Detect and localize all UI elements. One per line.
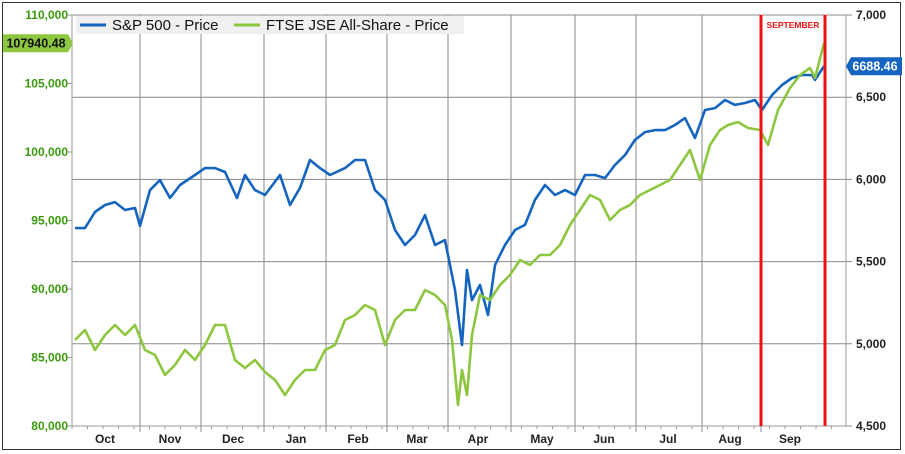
x-tick-label: Mar bbox=[406, 432, 428, 446]
left-tick-label: 105,000 bbox=[25, 77, 69, 91]
x-tick-label: Jun bbox=[593, 432, 614, 446]
x-tick-label: Feb bbox=[347, 432, 368, 446]
ftse-jse-line bbox=[74, 42, 826, 407]
left-tick-label: 95,000 bbox=[31, 214, 68, 228]
x-tick-label: Dec bbox=[222, 432, 244, 446]
left-tick-label: 90,000 bbox=[31, 282, 68, 296]
september-label: SEPTEMBER bbox=[767, 20, 820, 30]
right-tick-label: 7,000 bbox=[856, 8, 886, 22]
left-tick-label: 85,000 bbox=[31, 351, 68, 365]
legend-box bbox=[76, 16, 464, 34]
left-tick-label: 110,000 bbox=[25, 8, 68, 22]
legend-label-ftse-jse: FTSE JSE All-Share - Price bbox=[266, 17, 449, 34]
x-tick-label: Oct bbox=[95, 432, 115, 446]
right-tick-label: 5,500 bbox=[856, 255, 886, 269]
legend-label-sp500: S&P 500 - Price bbox=[112, 17, 218, 34]
sp500-line bbox=[75, 65, 826, 347]
left-tick-label: 80,000 bbox=[31, 419, 68, 433]
x-tick-label: Sep bbox=[779, 432, 801, 446]
x-tick-label: Jul bbox=[659, 432, 676, 446]
x-tick-label: Apr bbox=[468, 432, 489, 446]
x-tick-label: Aug bbox=[718, 432, 741, 446]
ftse-jse-last-value-tag bbox=[3, 34, 73, 53]
september-label-bg bbox=[766, 18, 820, 31]
right-tick-label: 5,000 bbox=[856, 337, 886, 351]
sp500-last-value-tag bbox=[846, 57, 902, 76]
x-tick-label: May bbox=[530, 432, 554, 446]
x-tick-label: Jan bbox=[286, 432, 307, 446]
right-tick-label: 4,500 bbox=[856, 419, 886, 433]
x-tick-label: Nov bbox=[159, 432, 182, 446]
ftse-jse-last-value: 107940.48 bbox=[6, 37, 65, 51]
right-tick-label: 6,500 bbox=[856, 90, 886, 104]
left-tick-label: 100,000 bbox=[25, 145, 69, 159]
right-tick-label: 6,000 bbox=[856, 172, 886, 186]
sp500-last-value: 6688.46 bbox=[852, 60, 897, 74]
